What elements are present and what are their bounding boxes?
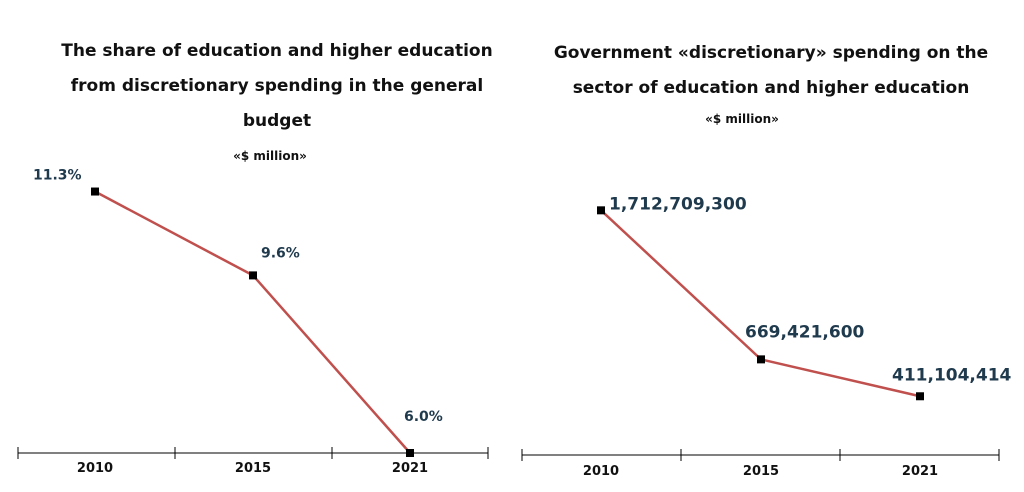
- data-label: 11.3%: [33, 168, 82, 184]
- data-point-marker: [249, 271, 257, 280]
- chart-unit-label: «$ million»: [233, 149, 307, 163]
- chart-education-share: The share of education and higher educat…: [17, 41, 493, 476]
- x-tick-label: 2015: [743, 464, 779, 479]
- chart-title: Government «discretionary» spending on t…: [553, 43, 989, 98]
- series-line: [94, 190, 411, 454]
- data-label: 1,712,709,300: [609, 194, 747, 214]
- chart-plot: 11.3% 9.6% 6.0% 2010 2015 2021: [17, 168, 489, 476]
- series-line: [600, 209, 921, 398]
- chart-title: The share of education and higher educat…: [61, 41, 493, 131]
- data-point-marker: [91, 187, 99, 196]
- x-tick-label: 2021: [392, 461, 428, 476]
- data-point-marker: [916, 392, 924, 401]
- chart-plot: 1,712,709,300 669,421,600 411,104,414 2010 2…: [521, 194, 1012, 479]
- x-tick-label: 2021: [902, 464, 938, 479]
- data-label: 669,421,600: [745, 322, 865, 342]
- data-label: 411,104,414: [892, 365, 1012, 385]
- x-tick-label: 2015: [235, 461, 271, 476]
- data-point-marker: [406, 449, 414, 457]
- x-tick-label: 2010: [583, 464, 619, 479]
- data-point-marker: [757, 355, 765, 364]
- chart-unit-label: «$ million»: [705, 112, 779, 126]
- data-point-marker: [597, 206, 605, 215]
- data-label: 6.0%: [404, 409, 443, 425]
- chart-discretionary-spending: Government «discretionary» spending on t…: [512, 0, 1024, 492]
- data-label: 9.6%: [261, 245, 300, 261]
- x-tick-label: 2010: [77, 461, 113, 476]
